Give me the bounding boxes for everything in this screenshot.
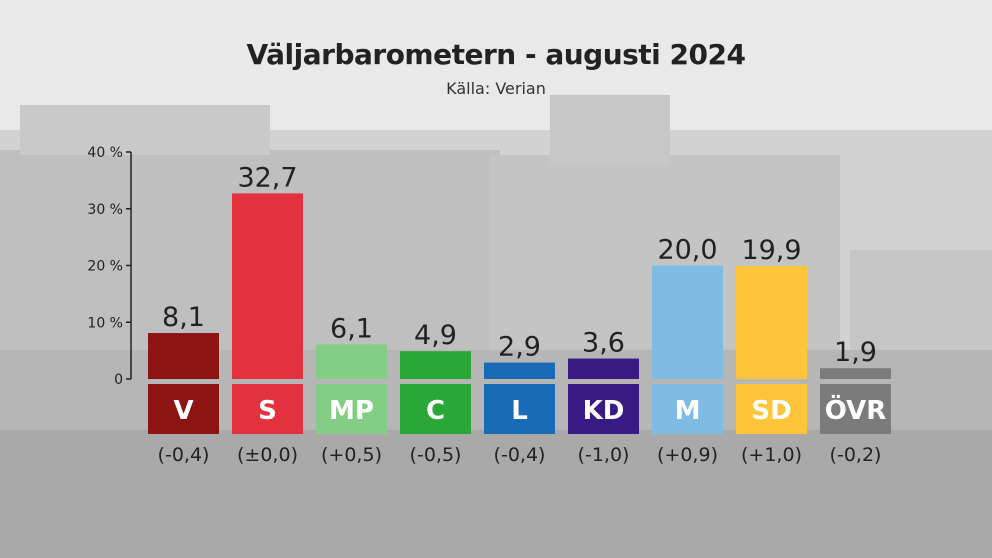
party-label: V xyxy=(173,396,193,426)
value-label: 20,0 xyxy=(657,235,717,266)
value-label: 3,6 xyxy=(582,328,625,359)
value-label: 32,7 xyxy=(237,162,297,193)
chart-title: Väljarbarometern - augusti 2024 xyxy=(246,38,746,71)
y-axis-ticks: 0 10 % 20 % 30 % 40 % xyxy=(87,145,131,388)
value-label: 1,9 xyxy=(834,337,877,368)
party-label-box xyxy=(568,384,639,434)
bar-sd xyxy=(736,266,807,379)
change-label: (±0,0) xyxy=(237,444,298,466)
bar-kd xyxy=(568,358,639,379)
value-label: 19,9 xyxy=(741,235,801,266)
party-label: S xyxy=(258,396,277,426)
bar-c xyxy=(400,351,471,379)
value-label: 8,1 xyxy=(162,302,205,333)
y-tick-label: 40 % xyxy=(87,145,123,161)
bar-m xyxy=(652,265,723,379)
bar-l xyxy=(484,362,555,379)
change-label: (-0,4) xyxy=(158,444,210,466)
party-label: ÖVR xyxy=(825,393,887,426)
bars: 8,1 V (-0,4) 32,7 S (±0,0) 6,1 MP (+0,5) 4,9 C (-0,… xyxy=(148,162,891,466)
value-label: 2,9 xyxy=(498,332,541,363)
value-label: 4,9 xyxy=(414,320,457,351)
chart-subtitle: Källa: Verian xyxy=(446,79,546,98)
party-label: MP xyxy=(329,396,374,426)
y-tick-label: 0 xyxy=(114,372,123,388)
bar-v xyxy=(148,333,219,379)
party-label: M xyxy=(675,396,701,426)
change-label: (+0,5) xyxy=(321,444,382,466)
value-label: 6,1 xyxy=(330,313,373,344)
party-label: KD xyxy=(583,396,625,426)
party-label-box xyxy=(820,384,891,434)
party-label-box xyxy=(232,384,303,434)
change-label: (-1,0) xyxy=(578,444,630,466)
party-label-box xyxy=(652,384,723,434)
y-tick-label: 10 % xyxy=(87,315,123,331)
change-label: (-0,2) xyxy=(830,444,882,466)
bar-s xyxy=(232,193,303,379)
y-tick-label: 20 % xyxy=(87,259,123,275)
party-label: SD xyxy=(751,396,791,426)
party-label: C xyxy=(426,396,445,426)
bar-mp xyxy=(316,344,387,379)
party-label-box xyxy=(736,384,807,434)
bar-övr xyxy=(820,368,891,379)
change-label: (-0,5) xyxy=(410,444,462,466)
change-label: (-0,4) xyxy=(494,444,546,466)
change-label: (+0,9) xyxy=(657,444,718,466)
party-label-box xyxy=(316,384,387,434)
party-label-box xyxy=(148,384,219,434)
party-label: L xyxy=(511,396,528,426)
change-label: (+1,0) xyxy=(741,444,802,466)
party-label-box xyxy=(484,384,555,434)
party-label-box xyxy=(400,384,471,434)
y-tick-label: 30 % xyxy=(87,202,123,218)
